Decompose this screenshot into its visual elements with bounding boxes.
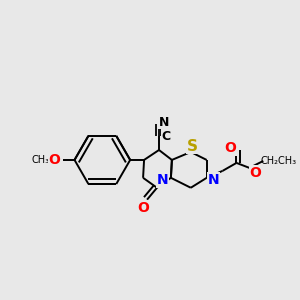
Text: N: N: [159, 116, 169, 129]
Text: S: S: [187, 139, 198, 154]
Text: O: O: [137, 201, 149, 214]
Text: N: N: [208, 173, 219, 187]
Text: O: O: [49, 153, 61, 167]
Text: N: N: [157, 173, 169, 187]
Text: O: O: [249, 166, 261, 180]
Text: C: C: [161, 130, 170, 142]
Text: O: O: [225, 141, 236, 155]
Text: CH₂CH₃: CH₂CH₃: [260, 156, 296, 166]
Text: CH₃: CH₃: [32, 155, 50, 165]
